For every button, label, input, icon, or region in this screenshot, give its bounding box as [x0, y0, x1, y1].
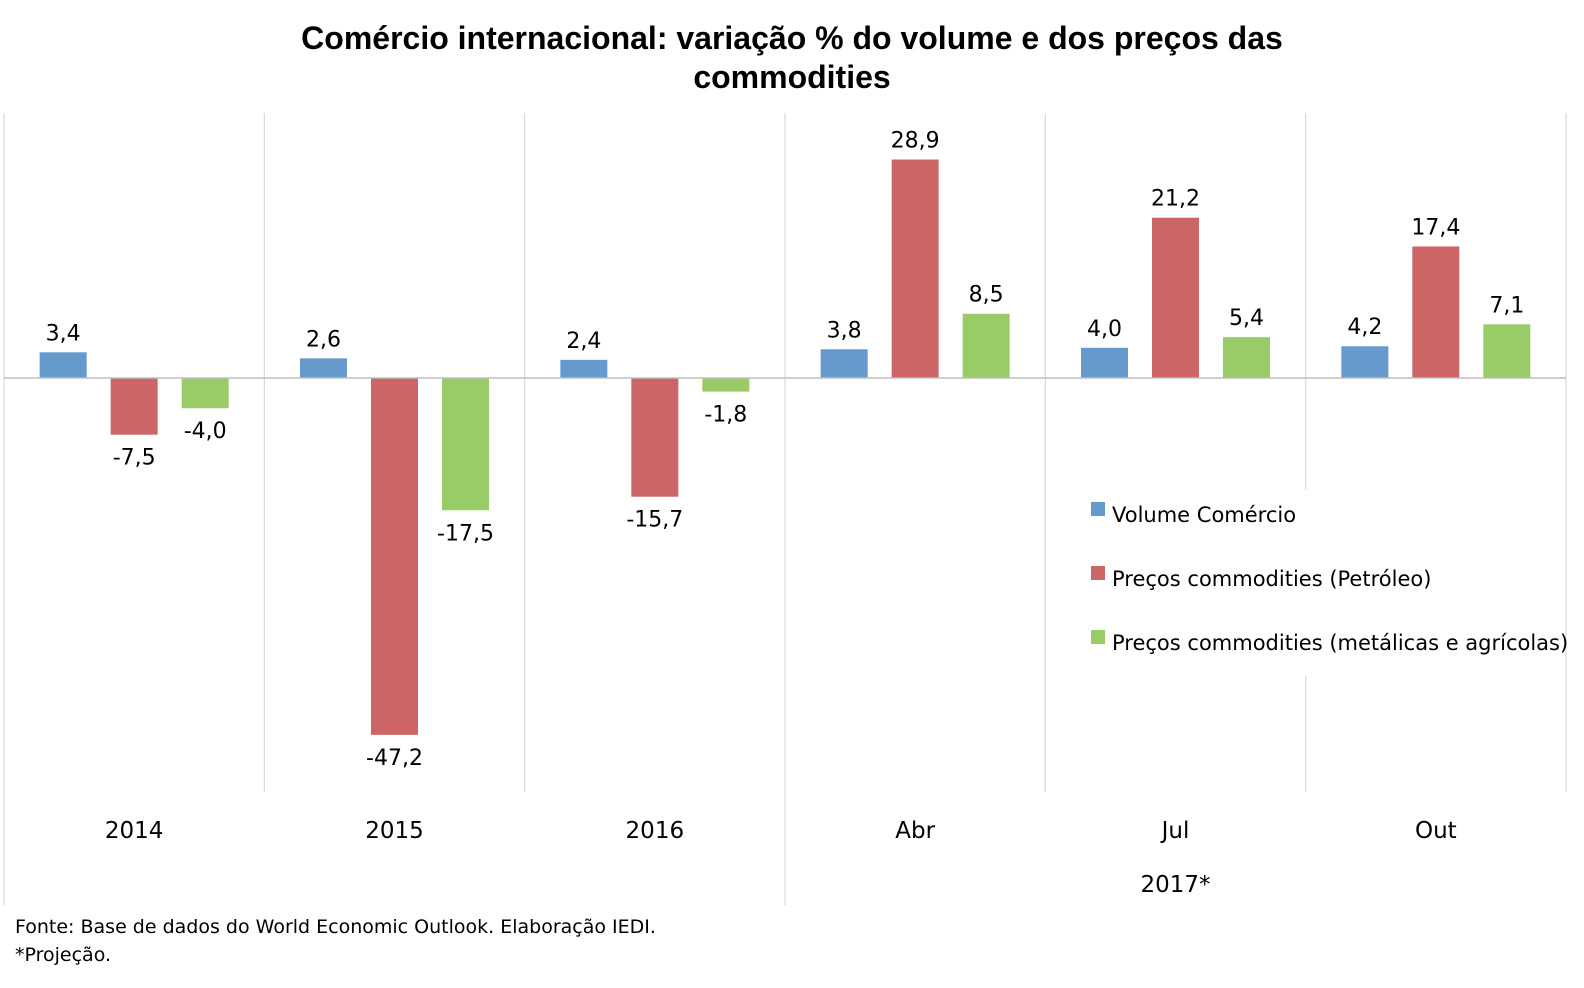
data-label: 21,2 — [1151, 187, 1200, 212]
legend-swatch — [1091, 502, 1105, 516]
data-label: 2,4 — [566, 329, 601, 354]
data-label: -7,5 — [113, 446, 156, 471]
data-label: 3,4 — [46, 321, 81, 346]
data-label: 4,2 — [1347, 315, 1382, 340]
category-label-out: Out — [1415, 818, 1457, 844]
bar-2015-series-3 — [442, 378, 489, 511]
legend-swatch — [1091, 566, 1105, 580]
data-label: -4,0 — [184, 419, 227, 444]
data-label: 4,0 — [1087, 317, 1122, 342]
chart-title: Comércio internacional: variação % do vo… — [301, 20, 1283, 95]
legend-label: Preços commodities (metálicas e agrícola… — [1112, 631, 1568, 655]
chart-title-line-1: Comércio internacional: variação % do vo… — [301, 20, 1283, 56]
category-label-2014: 2014 — [105, 818, 164, 844]
group-label-2017: 2017* — [1140, 872, 1210, 898]
data-label: -1,8 — [704, 403, 747, 428]
bar-jul-series-1 — [1081, 347, 1128, 378]
data-labels: 3,4 -7,5 -4,0 2,6 -47,2 -17,5 2,4 -15,7 -1,8 3,8 2… — [46, 129, 1525, 771]
category-label-2015: 2015 — [365, 818, 424, 844]
data-label: 5,4 — [1229, 306, 1264, 331]
legend-swatch — [1091, 630, 1105, 644]
bars — [39, 159, 1531, 735]
bar-2016-series-1 — [560, 359, 608, 378]
category-separators — [3, 113, 1567, 905]
bar-out-series-2 — [1412, 246, 1460, 378]
legend: Volume Comércio Preços commodities (Petró… — [1082, 490, 1568, 676]
legend-label: Preços commodities (Petróleo) — [1112, 567, 1431, 591]
bar-jul-series-2 — [1152, 217, 1199, 378]
bar-2014-series-3 — [181, 378, 229, 409]
data-label: 3,8 — [827, 318, 862, 343]
data-label: 8,5 — [969, 283, 1004, 308]
legend-label: Volume Comércio — [1112, 503, 1296, 527]
bar-out-series-1 — [1341, 346, 1389, 378]
category-label-2016: 2016 — [626, 818, 685, 844]
bar-2014-series-2 — [110, 378, 158, 435]
bar-2016-series-3 — [702, 378, 750, 392]
bar-2015-series-2 — [371, 378, 418, 735]
data-label: 7,1 — [1489, 293, 1524, 318]
category-label-jul: Jul — [1160, 818, 1190, 844]
legend-background — [1082, 490, 1560, 676]
data-label: 2,6 — [306, 327, 341, 352]
data-label: -15,7 — [626, 508, 683, 533]
chart-title-line-2: commodities — [693, 59, 890, 95]
bar-out-series-3 — [1483, 324, 1531, 378]
data-label: 17,4 — [1411, 215, 1460, 240]
category-label-abr: Abr — [895, 818, 935, 844]
bar-abr-series-3 — [962, 313, 1010, 378]
bar-abr-series-2 — [891, 159, 939, 378]
bar-jul-series-3 — [1223, 337, 1270, 378]
data-label: -17,5 — [437, 521, 494, 546]
category-labels: 2014 2015 2016 Abr Jul Out — [105, 818, 1457, 844]
projection-note: *Projeção. — [15, 944, 111, 966]
bar-2014-series-1 — [39, 352, 87, 378]
data-label: 28,9 — [891, 129, 940, 154]
bar-abr-series-1 — [820, 349, 868, 378]
bar-2016-series-2 — [631, 378, 679, 497]
source-note: Fonte: Base de dados do World Economic O… — [15, 916, 656, 938]
bar-2015-series-1 — [300, 358, 347, 378]
data-label: -47,2 — [366, 746, 423, 771]
